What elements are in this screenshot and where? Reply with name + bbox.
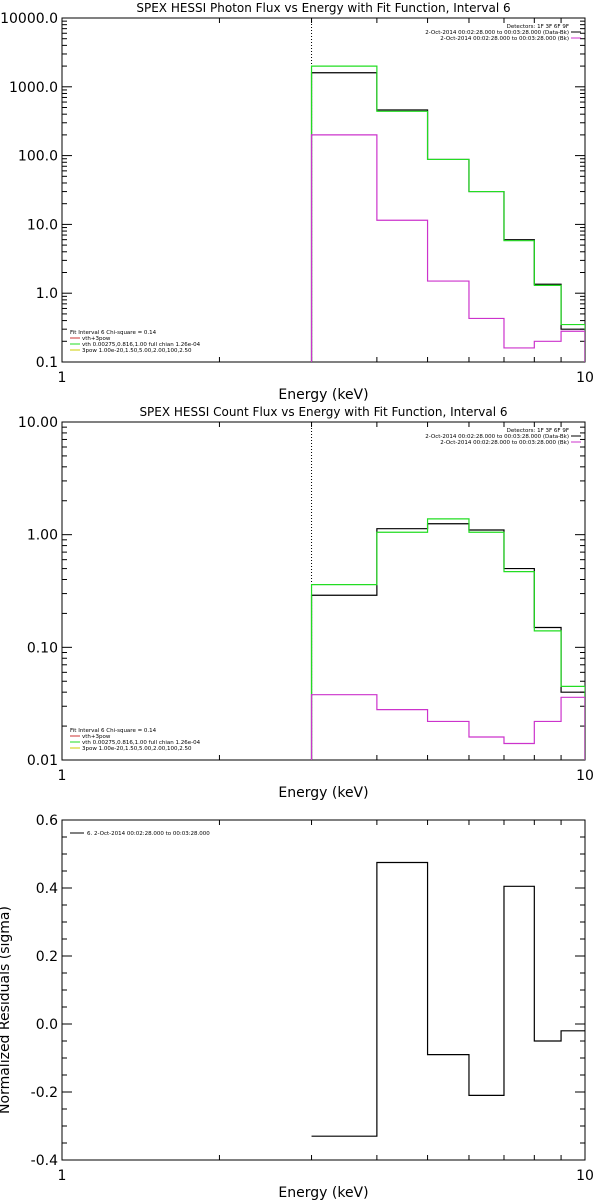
- x-tick-label: 10: [576, 1168, 594, 1184]
- chart-title: SPEX HESSI Photon Flux vs Energy with Fi…: [136, 1, 510, 15]
- y-tick-label: 10000.0: [0, 11, 58, 27]
- legend-entry: Fit Interval 6 Chi-square = 0.14: [70, 728, 157, 734]
- y-tick-label: 0.1: [36, 355, 58, 371]
- legend-top: Detectors: 1F 3F 6F 9F2-Oct-2014 00:02:2…: [425, 24, 581, 42]
- y-axis-ticks: 0.01 0.10 1.00 10.00: [18, 415, 585, 769]
- legend-entry: vth+3pow: [82, 336, 111, 342]
- x-axis-label: Energy (keV): [278, 387, 368, 403]
- y-tick-label: 0.10: [27, 640, 58, 656]
- y-axis-ticks: 0.1 1.0 10.0 100.0 1000.0 10000.0: [0, 11, 585, 371]
- x-axis-label: Energy (keV): [278, 785, 368, 801]
- background-histogram: [310, 694, 585, 760]
- x-tick-label: 10: [576, 370, 594, 386]
- x-tick-label: 1: [58, 1168, 67, 1184]
- legend-entry: 2-Oct-2014 00:02:28.000 to 00:03:28.000 …: [440, 440, 569, 446]
- legend-top: 6. 2-Oct-2014 00:02:28.000 to 00:03:28.0…: [70, 831, 210, 837]
- y-tick-label: 10.00: [18, 415, 58, 431]
- data-series: [311, 861, 585, 1137]
- data-series: [310, 518, 585, 760]
- legend-entry: vth+3pow: [82, 734, 111, 740]
- y-tick-label: 1000.0: [9, 80, 58, 96]
- y-tick-label: 1.0: [36, 286, 58, 302]
- y-tick-label: 1.00: [27, 528, 58, 544]
- x-axis-ticks: 1 10: [58, 422, 594, 784]
- x-tick-label: 10: [576, 768, 594, 784]
- legend-entry: 6. 2-Oct-2014 00:02:28.000 to 00:03:28.0…: [87, 831, 210, 837]
- fit-histogram: [310, 518, 585, 760]
- legend-entry: 2-Oct-2014 00:02:28.000 to 00:03:28.000 …: [425, 434, 569, 440]
- legend-entry: 2-Oct-2014 00:02:28.000 to 00:03:28.000 …: [425, 30, 569, 36]
- data-histogram: [311, 861, 585, 1137]
- x-tick-label: 1: [58, 370, 67, 386]
- data-histogram: [310, 72, 585, 362]
- y-tick-label: 100.0: [18, 149, 58, 165]
- y-tick-label: 0.0: [36, 1017, 58, 1033]
- x-axis-ticks: 1 10: [58, 820, 594, 1184]
- legend-entry: 2-Oct-2014 00:02:28.000 to 00:03:28.000 …: [440, 36, 569, 42]
- x-axis-label: Energy (keV): [278, 1185, 368, 1200]
- legend-entry: vth 0.00275,0.816,1.00 full chian 1.26e-…: [82, 342, 201, 348]
- y-tick-label: 0.2: [36, 949, 58, 965]
- legend-bottom: Fit Interval 6 Chi-square = 0.14vth+3pow…: [70, 728, 201, 752]
- legend-bottom: Fit Interval 6 Chi-square = 0.14vth+3pow…: [70, 330, 201, 354]
- y-axis-label: Normalized Residuals (sigma): [0, 906, 13, 1114]
- y-tick-label: -0.4: [31, 1153, 58, 1169]
- plot-frame: [61, 17, 586, 363]
- legend-top: Detectors: 1F 3F 6F 9F2-Oct-2014 00:02:2…: [425, 428, 581, 446]
- legend-entry: Detectors: 1F 3F 6F 9F: [507, 428, 569, 434]
- panel-3: 1 10 -0.4 -0.2 0.0 0.2 0.4 0.6 Energy (keV) Norma…: [0, 813, 594, 1200]
- y-tick-label: 0.01: [27, 753, 58, 769]
- plot-frame: [61, 819, 586, 1161]
- x-tick-label: 1: [58, 768, 67, 784]
- y-tick-label: 0.4: [36, 881, 58, 897]
- y-tick-label: 0.6: [36, 813, 58, 829]
- y-tick-label: -0.2: [31, 1085, 58, 1101]
- panel-1: SPEX HESSI Photon Flux vs Energy with Fi…: [0, 1, 594, 403]
- background-histogram: [310, 134, 585, 362]
- legend-entry: 3pow 1.00e-20,1.50,5.00,2.00,100,2.50: [82, 348, 192, 354]
- legend-entry: Fit Interval 6 Chi-square = 0.14: [70, 330, 157, 336]
- plot-frame: [61, 421, 586, 761]
- chart-title: SPEX HESSI Count Flux vs Energy with Fit…: [139, 405, 507, 419]
- y-axis-ticks: -0.4 -0.2 0.0 0.2 0.4 0.6: [31, 813, 585, 1169]
- data-histogram: [310, 523, 585, 760]
- data-series: [310, 65, 585, 362]
- legend-entry: vth 0.00275,0.816,1.00 full chian 1.26e-…: [82, 740, 201, 746]
- legend-entry: 3pow 1.00e-20,1.50,5.00,2.00,100,2.50: [82, 746, 192, 752]
- y-tick-label: 10.0: [27, 217, 58, 233]
- legend-entry: Detectors: 1F 3F 6F 9F: [507, 24, 569, 30]
- panel-2: SPEX HESSI Count Flux vs Energy with Fit…: [18, 405, 594, 801]
- fit-histogram: [310, 65, 585, 362]
